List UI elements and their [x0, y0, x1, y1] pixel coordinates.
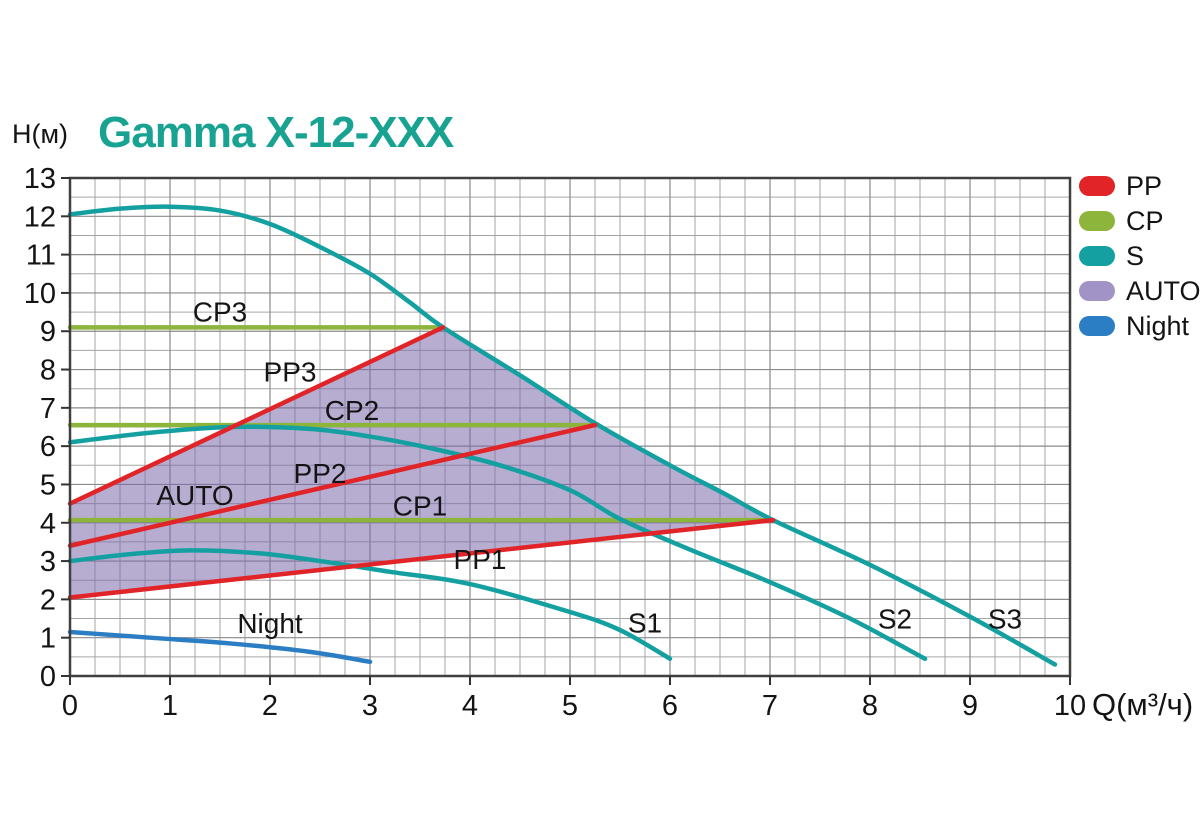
legend-swatch-pp [1079, 176, 1115, 196]
y-tick-label: 2 [40, 584, 56, 616]
y-tick-label: 1 [40, 623, 56, 655]
y-tick-label: 8 [40, 355, 56, 387]
label-curve-pp1: PP1 [454, 544, 507, 575]
label-curve-s1: S1 [628, 607, 662, 638]
region-auto [70, 327, 773, 598]
y-tick-label: 9 [40, 316, 56, 348]
label-curve-night: Night [237, 608, 303, 639]
y-tick-label: 4 [40, 508, 56, 540]
x-tick-label: 0 [62, 690, 78, 722]
legend-item-auto: AUTO [1079, 276, 1200, 306]
y-tick-label: 5 [40, 469, 56, 501]
label-curve-cp3: CP3 [193, 296, 247, 327]
legend-swatch-s [1079, 246, 1115, 266]
label-curve-cp2: CP2 [325, 395, 379, 426]
label-curve-pp3: PP3 [264, 356, 317, 387]
y-tick-label: 6 [40, 431, 56, 463]
x-tick-label: 1 [162, 690, 178, 722]
x-tick-label: 7 [762, 690, 778, 722]
chart-title: Gamma X-12-XXX [98, 108, 454, 157]
y-tick-label: 10 [24, 278, 56, 310]
curve-pp2 [67, 422, 598, 549]
legend-item-s: S [1079, 241, 1200, 271]
legend-label-pp: PP [1126, 171, 1163, 201]
x-tick-label: 3 [362, 690, 378, 722]
curve-night [67, 629, 373, 665]
legend-label-auto: AUTO [1126, 276, 1200, 306]
legend-item-pp: PP [1079, 171, 1200, 201]
y-tick-label: 11 [26, 240, 56, 272]
x-tick-label: 2 [262, 690, 278, 722]
label-curve-pp2: PP2 [294, 458, 347, 489]
label-curve-s3: S3 [988, 604, 1022, 635]
legend-item-night: Night [1079, 311, 1200, 341]
y-tick-label: 12 [24, 201, 56, 233]
legend-item-cp: CP [1079, 206, 1200, 236]
legend-swatch-night [1079, 316, 1115, 336]
legend-swatch-auto [1079, 281, 1115, 301]
y-tick-label: 0 [40, 661, 56, 693]
x-tick-label: 6 [662, 690, 678, 722]
curve-pp3 [67, 325, 446, 506]
curve-s1 [67, 548, 673, 662]
x-tick-label: 10 [1054, 690, 1086, 722]
curve-pp1 [67, 517, 776, 600]
x-tick-label: 4 [462, 690, 478, 722]
legend-label-night: Night [1126, 311, 1190, 341]
x-axis-title: Q(м³/ч) [1092, 687, 1193, 722]
curve-s3 [67, 204, 1058, 667]
label-curve-s2: S2 [878, 604, 912, 635]
x-tick-label: 9 [962, 690, 978, 722]
y-axis-title: H(м) [12, 119, 69, 149]
y-tick-label: 13 [24, 163, 56, 195]
x-tick-label: 5 [562, 690, 578, 722]
y-tick-label: 3 [40, 546, 56, 578]
legend: PP CP S AUTO Night [1079, 171, 1200, 341]
y-tick-label: 7 [40, 393, 56, 425]
x-tick-label: 8 [862, 690, 878, 722]
legend-label-s: S [1126, 241, 1145, 271]
label-curve-cp1: CP1 [393, 491, 447, 522]
legend-label-cp: CP [1126, 206, 1164, 236]
label-region-auto: AUTO [156, 480, 233, 511]
legend-swatch-cp [1079, 211, 1115, 231]
